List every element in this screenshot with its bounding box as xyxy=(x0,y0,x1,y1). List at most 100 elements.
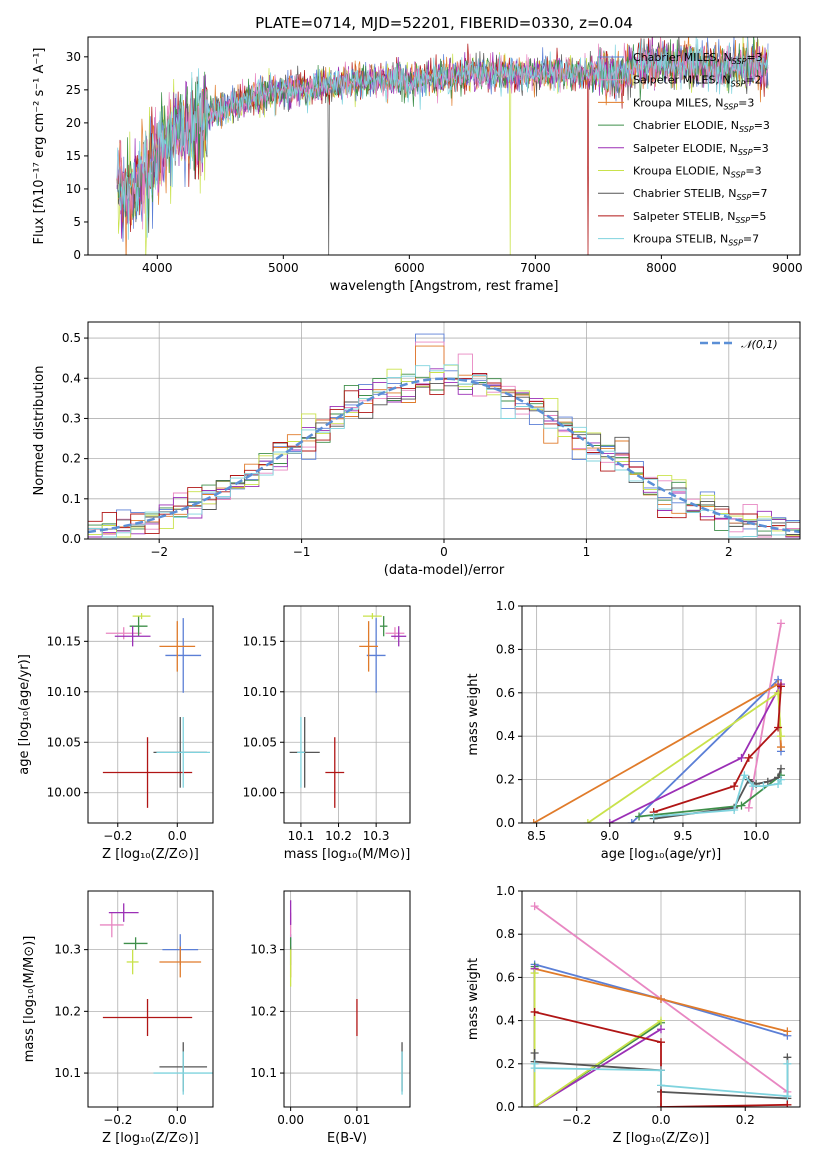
x-tick-label: 7000 xyxy=(520,261,551,275)
series-marker xyxy=(744,753,753,762)
series-chabrier-elodie xyxy=(530,962,665,1107)
series-marker xyxy=(783,1100,792,1107)
x-tick-label: 0.0 xyxy=(168,829,187,843)
data-point-salpeter-elodie xyxy=(114,626,151,647)
series-marker xyxy=(776,743,785,752)
y-tick-label: 20 xyxy=(66,116,81,130)
legend-entry: Salpeter MILES, NSSP=2 xyxy=(633,74,762,89)
y-tick-label: 25 xyxy=(66,83,81,97)
y-axis-label: Normed distribution xyxy=(32,366,47,496)
series-kroupa-elodie xyxy=(583,688,785,823)
x-axis-label: E(B-V) xyxy=(327,1131,367,1146)
series-marker xyxy=(649,812,658,821)
data-point-salpeter-stelib xyxy=(102,737,193,808)
legend-value: =3 xyxy=(745,165,761,178)
y-tick-label: 0.4 xyxy=(496,1014,515,1028)
panel-spectrum: 4000 5000 6000 7000 8000 9000 0 5 10 15 20 25 30 wave… xyxy=(32,14,803,294)
data-point-chabrier-elodie xyxy=(379,616,388,637)
legend-subscript: SSP xyxy=(732,57,747,66)
series-marker xyxy=(744,803,753,812)
y-tick-label: 10.1 xyxy=(54,1066,81,1080)
series-marker xyxy=(730,805,739,814)
legend-value: =2 xyxy=(745,74,761,87)
legend-entry: Salpeter STELIB, NSSP=5 xyxy=(633,210,766,225)
legend-entry: Chabrier ELODIE, NSSP=3 xyxy=(633,119,770,134)
series-marker xyxy=(783,1059,792,1068)
y-tick-label: 5 xyxy=(73,215,81,229)
legend-subscript: SSP xyxy=(739,125,754,134)
series-marker xyxy=(776,619,785,628)
y-tick-label: 0.6 xyxy=(496,970,515,984)
y-tick-label: 10.2 xyxy=(250,1004,277,1018)
series-marker xyxy=(657,1016,665,1025)
series-marker xyxy=(730,782,739,791)
legend-subscript: SSP xyxy=(737,193,752,202)
series-marker xyxy=(776,732,785,741)
data-point-chabrier-miles xyxy=(165,618,202,693)
series-line xyxy=(533,973,662,1107)
y-tick-label: 10.15 xyxy=(243,634,277,648)
data-point-salpeter-miles xyxy=(99,912,124,938)
series-kroupa-miles xyxy=(529,680,785,823)
y-tick-label: 10 xyxy=(66,182,81,196)
legend-entry: Kroupa STELIB, NSSP=7 xyxy=(633,233,759,248)
y-tick-label: 15 xyxy=(66,149,81,163)
x-tick-label: 0.00 xyxy=(277,1113,304,1127)
x-axis-label: (data-model)/error xyxy=(384,563,505,578)
spectrum-line-kroupa-stelib xyxy=(116,37,769,240)
data-point-kroupa-elodie xyxy=(132,613,151,620)
legend-subscript: SSP xyxy=(735,216,750,225)
y-tick-label: 0.2 xyxy=(496,1057,515,1071)
x-axis-label: mass [log₁₀(M/M⊙)] xyxy=(284,847,411,862)
y-tick-label: 10.3 xyxy=(54,943,81,957)
plot-area xyxy=(116,37,769,255)
legend-name: Chabrier ELODIE, N xyxy=(633,119,739,132)
y-axis-label: mass [log₁₀(M/M⊙)] xyxy=(22,936,37,1063)
y-axis-label: mass weight xyxy=(466,673,481,755)
y-tick-label: 0.0 xyxy=(62,532,81,546)
legend-entry: 𝒩(0,1) xyxy=(741,338,778,351)
data-point-salpeter-miles xyxy=(105,627,142,640)
y-tick-label: 0.0 xyxy=(496,816,515,830)
plot-area xyxy=(289,900,403,1095)
y-tick-label: 10.15 xyxy=(47,634,81,648)
x-tick-label: 0.0 xyxy=(168,1113,187,1127)
legend-value: =3 xyxy=(753,142,769,155)
y-tick-label: 10.05 xyxy=(243,735,277,749)
chart-title: PLATE=0714, MJD=52201, FIBERID=0330, z=0… xyxy=(255,14,633,32)
y-tick-label: 0.3 xyxy=(62,411,81,425)
axes-frame xyxy=(521,890,801,1108)
x-tick-label: 4000 xyxy=(142,261,173,275)
y-tick-label: 10.00 xyxy=(47,786,81,800)
y-tick-label: 0.4 xyxy=(62,371,81,385)
y-tick-label: 0.5 xyxy=(62,331,81,345)
x-tick-label: 8000 xyxy=(646,261,677,275)
y-tick-label: 0.8 xyxy=(496,927,515,941)
series-marker xyxy=(529,819,538,823)
x-tick-label: −2 xyxy=(150,545,168,559)
y-tick-label: 10.1 xyxy=(250,1066,277,1080)
x-tick-label: −0.2 xyxy=(103,1113,132,1127)
panel-residuals: −2 −1 0 1 2 0.0 0.1 0.2 0.3 0.4 0.5 (data-model)/er… xyxy=(32,321,801,578)
panel-age-vs-mass: 10.1 10.2 10.3 10.00 10.05 10.10 10.15 mass [lo… xyxy=(243,605,411,862)
plot-area xyxy=(530,902,792,1107)
series-marker xyxy=(737,753,746,762)
legend-name: Kroupa ELODIE, N xyxy=(633,165,731,178)
axes-frame xyxy=(283,605,411,824)
series-marker xyxy=(783,1027,792,1036)
series-marker xyxy=(530,902,539,911)
series-marker xyxy=(583,819,592,823)
series-marker xyxy=(530,969,539,978)
data-point-kroupa-miles xyxy=(359,621,379,672)
series-marker xyxy=(657,1025,665,1034)
series-line xyxy=(653,686,782,813)
y-tick-label: 0.0 xyxy=(496,1100,515,1114)
y-tick-label: 0 xyxy=(73,248,81,262)
x-axis-label: Z [log₁₀(Z/Z⊙)] xyxy=(613,1131,710,1146)
y-axis-label: age [log₁₀(age/yr)] xyxy=(17,654,32,775)
y-tick-label: 0.2 xyxy=(496,773,515,787)
series-marker xyxy=(530,1007,539,1016)
series-marker xyxy=(774,779,783,788)
x-tick-label: 0 xyxy=(440,545,448,559)
